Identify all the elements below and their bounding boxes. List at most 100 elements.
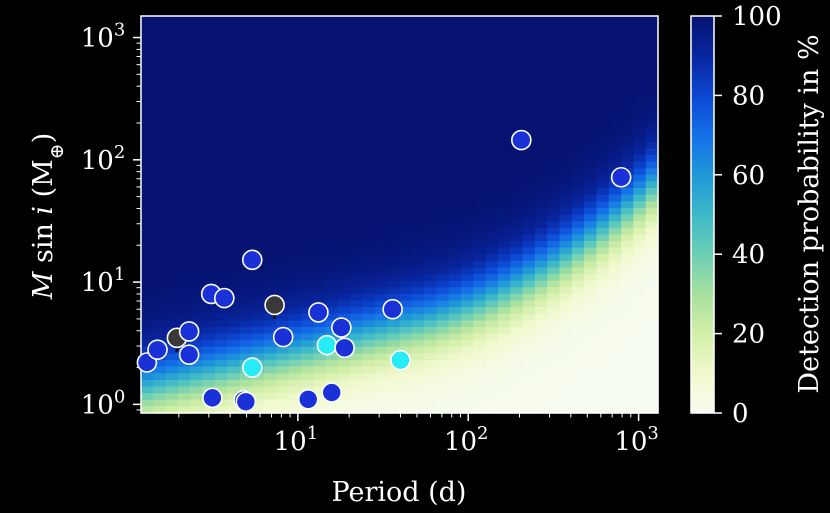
heatmap-cell: [202, 300, 216, 308]
heatmap-cell: [510, 95, 524, 103]
heatmap-cell: [165, 234, 179, 242]
heatmap-cell: [141, 379, 154, 388]
heatmap-cell: [547, 88, 561, 96]
heatmap-cell: [165, 399, 179, 407]
heatmap-cell: [621, 360, 634, 368]
heatmap-cell: [141, 141, 154, 149]
heatmap-cell: [485, 221, 499, 229]
heatmap-cell: [633, 287, 647, 295]
heatmap-cell: [645, 300, 659, 308]
heatmap-cell: [522, 326, 536, 335]
heatmap-cell: [190, 148, 204, 156]
heatmap-cell: [645, 35, 659, 44]
heatmap-cell: [534, 360, 548, 368]
heatmap-cell: [621, 399, 634, 407]
heatmap-cell: [251, 16, 265, 24]
heatmap-cell: [337, 267, 351, 275]
heatmap-cell: [461, 280, 474, 288]
heatmap-cell: [608, 360, 622, 368]
heatmap-cell: [485, 62, 499, 70]
heatmap-cell: [350, 260, 364, 269]
heatmap-cell: [165, 82, 179, 90]
heatmap-cell: [473, 280, 487, 288]
heatmap-cell: [645, 168, 659, 176]
heatmap-cell: [534, 386, 548, 394]
heatmap-cell: [633, 300, 647, 308]
heatmap-cell: [227, 128, 241, 136]
heatmap-cell: [362, 201, 376, 209]
heatmap-cell: [239, 174, 253, 183]
heatmap-cell: [288, 333, 302, 341]
heatmap-cell: [387, 260, 401, 269]
heatmap-cell: [411, 115, 425, 123]
heatmap-cell: [633, 360, 647, 368]
heatmap-cell: [448, 168, 462, 176]
heatmap-cell: [362, 274, 376, 282]
heatmap-cell: [264, 214, 278, 222]
heatmap-cell: [497, 326, 511, 335]
heatmap-cell: [596, 108, 610, 116]
heatmap-cell: [461, 207, 474, 216]
heatmap-cell: [239, 307, 253, 315]
heatmap-cell: [608, 135, 622, 143]
heatmap-cell: [301, 75, 314, 83]
heatmap-cell: [584, 82, 598, 90]
heatmap-cell: [424, 260, 438, 269]
heatmap-cell: [313, 168, 327, 176]
heatmap-cell: [227, 95, 241, 103]
heatmap-cell: [596, 174, 610, 183]
heatmap-cell: [227, 55, 241, 63]
heatmap-cell: [153, 154, 167, 163]
planet-marker-blue: [214, 287, 235, 309]
heatmap-cell: [214, 82, 228, 90]
heatmap-cell: [288, 168, 302, 176]
heatmap-cell: [350, 267, 364, 275]
heatmap-cell: [473, 214, 487, 222]
heatmap-cell: [436, 108, 450, 116]
heatmap-cell: [141, 75, 154, 83]
heatmap-cell: [411, 379, 425, 388]
heatmap-cell: [153, 293, 167, 302]
heatmap-cell: [522, 300, 536, 308]
heatmap-cell: [522, 254, 536, 262]
heatmap-cell: [596, 95, 610, 103]
heatmap-cell: [473, 267, 487, 275]
heatmap-cell: [608, 386, 622, 394]
heatmap-cell: [239, 35, 253, 44]
heatmap-cell: [485, 135, 499, 143]
heatmap-cell: [399, 221, 413, 229]
heatmap-cell: [350, 135, 364, 143]
heatmap-cell: [497, 49, 511, 57]
heatmap-cell: [633, 393, 647, 401]
heatmap-cell: [276, 141, 290, 149]
heatmap-cell: [374, 121, 388, 130]
heatmap-cell: [239, 115, 253, 123]
heatmap-cell: [313, 121, 327, 130]
heatmap-cell: [227, 326, 241, 335]
heatmap-cell: [621, 75, 634, 83]
heatmap-cell: [264, 333, 278, 341]
heatmap-cell: [325, 168, 339, 176]
heatmap-cell: [177, 379, 191, 388]
heatmap-cell: [399, 68, 413, 77]
heatmap-cell: [534, 260, 548, 269]
heatmap-cell: [424, 174, 438, 183]
heatmap-cell: [288, 240, 302, 249]
x-tick-exponent: 1: [307, 423, 318, 444]
heatmap-cell: [362, 174, 376, 183]
heatmap-cell: [165, 300, 179, 308]
heatmap-cell: [227, 379, 241, 388]
heatmap-cell: [424, 247, 438, 255]
heatmap-cell: [547, 333, 561, 341]
heatmap-cell: [387, 267, 401, 275]
heatmap-cell: [522, 128, 536, 136]
heatmap-cell: [313, 108, 327, 116]
heatmap-cell: [153, 62, 167, 70]
heatmap-cell: [522, 320, 536, 328]
heatmap-cell: [276, 194, 290, 202]
heatmap-cell: [645, 148, 659, 156]
heatmap-cell: [362, 307, 376, 315]
heatmap-cell: [177, 148, 191, 156]
heatmap-cell: [153, 399, 167, 407]
heatmap-cell: [461, 287, 474, 295]
